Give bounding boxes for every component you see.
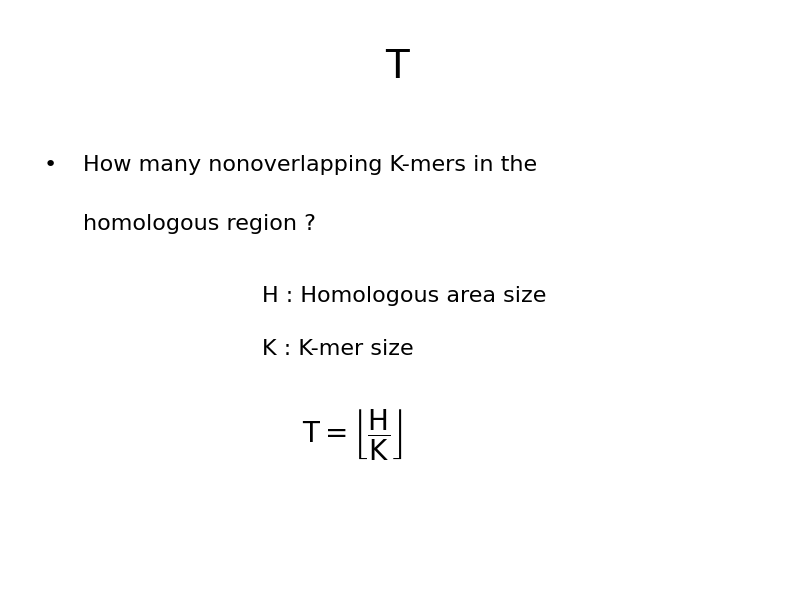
Text: K : K-mer size: K : K-mer size [262, 339, 414, 359]
Text: How many nonoverlapping K-mers in the: How many nonoverlapping K-mers in the [83, 155, 538, 175]
Text: $\mathrm{T} = \left\lfloor \dfrac{\mathrm{H}}{\mathrm{K}} \right\rfloor$: $\mathrm{T} = \left\lfloor \dfrac{\mathr… [302, 407, 403, 462]
Text: •: • [44, 155, 57, 175]
Text: T: T [385, 48, 409, 86]
Text: homologous region ?: homologous region ? [83, 214, 316, 234]
Text: H : Homologous area size: H : Homologous area size [262, 286, 546, 306]
